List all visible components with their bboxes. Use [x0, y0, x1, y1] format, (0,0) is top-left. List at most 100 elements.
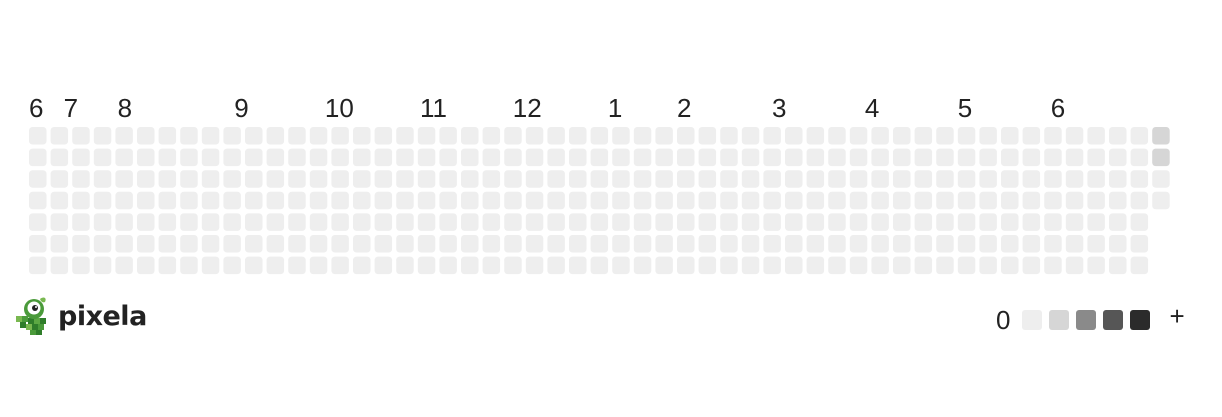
legend: 0 + — [996, 301, 1185, 336]
contribution-cell — [461, 148, 479, 167]
contribution-cell — [50, 191, 69, 210]
contribution-cell — [720, 235, 738, 253]
contribution-cell — [849, 191, 868, 210]
contribution-cell — [201, 127, 220, 145]
contribution-cell — [223, 170, 241, 188]
contribution-cell — [633, 256, 652, 275]
contribution-cell — [439, 191, 457, 210]
contribution-cell — [1087, 235, 1105, 253]
contribution-cell — [828, 213, 846, 231]
contribution-cell — [1109, 148, 1127, 167]
contribution-cell — [396, 213, 414, 231]
legend-min-label: 0 — [996, 304, 1011, 335]
contribution-cell — [93, 191, 112, 210]
month-label: 1 — [608, 93, 622, 123]
contribution-cell — [677, 127, 695, 145]
contribution-cell — [1087, 213, 1105, 231]
contribution-cell — [763, 256, 781, 275]
contribution-cell — [1022, 256, 1041, 275]
contribution-cell — [245, 170, 263, 188]
contribution-cell — [309, 256, 328, 275]
contribution-cell — [158, 148, 177, 167]
contribution-cell — [245, 235, 263, 253]
contribution-cell — [223, 191, 241, 210]
contribution-cell — [201, 213, 220, 231]
contribution-cell — [569, 127, 587, 145]
contribution-cell — [698, 213, 717, 231]
contribution-cell — [1109, 191, 1127, 210]
contribution-cell — [29, 256, 47, 275]
contribution-cell — [223, 148, 241, 167]
contribution-cell — [612, 256, 630, 275]
contribution-cell — [137, 256, 155, 275]
month-label: 11 — [420, 93, 447, 123]
contribution-cell — [655, 213, 673, 231]
contribution-cell — [439, 213, 457, 231]
contribution-cell — [29, 127, 47, 145]
contribution-cell — [1044, 213, 1062, 231]
contribution-cell — [223, 235, 241, 253]
month-label: 12 — [513, 93, 542, 123]
contribution-cell — [461, 170, 479, 188]
contribution-cell — [525, 235, 544, 253]
contribution-cell — [893, 148, 911, 167]
contribution-cell — [374, 170, 393, 188]
contribution-cell — [72, 213, 90, 231]
contribution-cell — [1152, 191, 1170, 210]
contribution-cell — [137, 170, 155, 188]
contribution-cell — [72, 256, 90, 275]
contribution-cell — [1001, 170, 1019, 188]
contribution-cell — [1022, 213, 1041, 231]
month-labels: 6 7 8 9 10 11 12 1 2 3 4 5 6 — [29, 93, 1065, 123]
contribution-cell — [893, 256, 911, 275]
contribution-cell — [763, 235, 781, 253]
contribution-cell — [957, 213, 976, 231]
contribution-cell — [1001, 213, 1019, 231]
contribution-cell — [633, 148, 652, 167]
contribution-cell — [482, 213, 501, 231]
contribution-cell — [245, 213, 263, 231]
contribution-cell — [1109, 256, 1127, 275]
contribution-cell — [417, 170, 436, 188]
contribution-cell — [180, 213, 198, 231]
contribution-cell — [655, 191, 673, 210]
contribution-cell — [1087, 148, 1105, 167]
contribution-cell — [849, 170, 868, 188]
contribution-cell — [893, 213, 911, 231]
contribution-cell — [720, 148, 738, 167]
contribution-cell — [936, 213, 954, 231]
contribution-cell — [353, 235, 371, 253]
contribution-cell — [1001, 256, 1019, 275]
contribution-cell — [569, 213, 587, 231]
contribution-cell — [331, 191, 349, 210]
contribution-cell — [785, 170, 803, 188]
contribution-cell — [1001, 148, 1019, 167]
contribution-cell — [655, 235, 673, 253]
contribution-cell — [1130, 235, 1149, 253]
contribution-cell — [482, 127, 501, 145]
contribution-cell — [353, 148, 371, 167]
contribution-cell — [353, 213, 371, 231]
contribution-cell — [1065, 148, 1084, 167]
contribution-cell — [785, 191, 803, 210]
contribution-cell — [180, 191, 198, 210]
contribution-cell — [979, 213, 997, 231]
contribution-cell — [741, 127, 760, 145]
contribution-cell — [914, 191, 933, 210]
contribution-cell — [785, 127, 803, 145]
contribution-cell — [417, 148, 436, 167]
contribution-cell — [849, 235, 868, 253]
month-label: 3 — [772, 93, 786, 123]
contribution-cell — [741, 191, 760, 210]
contribution-cell — [655, 256, 673, 275]
contribution-cell — [29, 170, 47, 188]
contribution-cell — [50, 148, 69, 167]
contribution-cell — [655, 148, 673, 167]
contribution-cell — [331, 170, 349, 188]
contribution-cell — [547, 213, 565, 231]
contribution-cell — [374, 213, 393, 231]
contribution-cell — [957, 191, 976, 210]
contribution-cell — [180, 170, 198, 188]
contribution-cell — [1152, 170, 1170, 188]
contribution-cell — [590, 213, 609, 231]
